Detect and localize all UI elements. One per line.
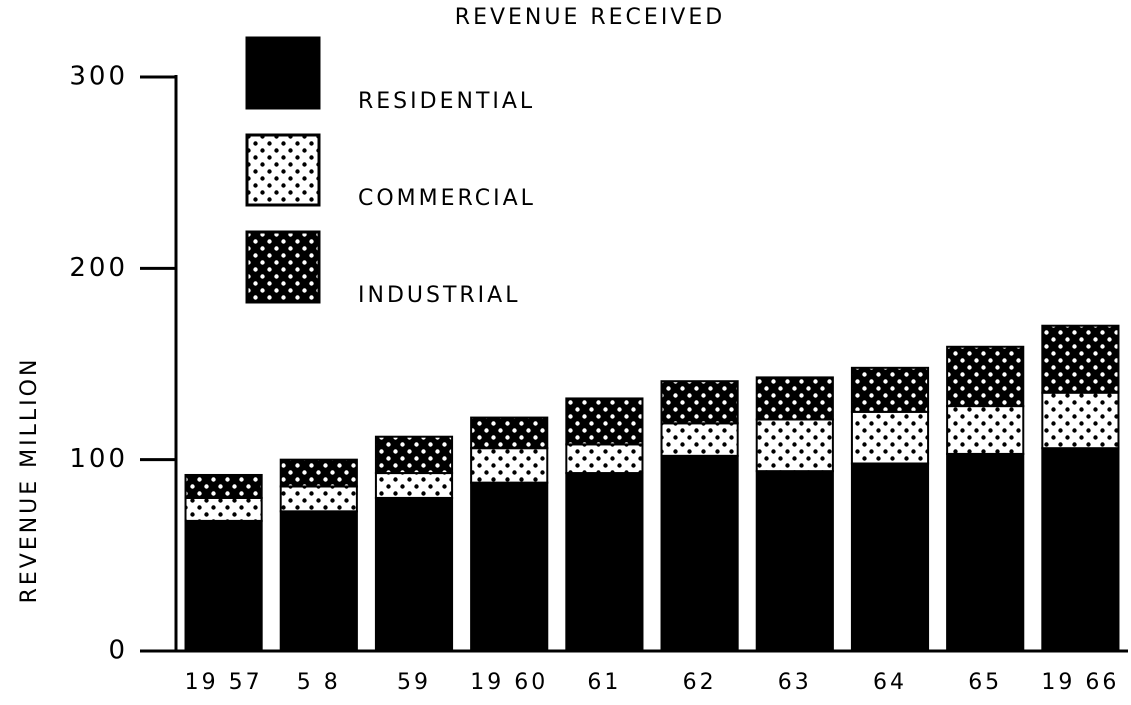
bar-segment [946, 405, 1025, 455]
x-tick-label: 19 66 [1041, 670, 1119, 695]
legend-label: RESIDENTIAL [358, 89, 535, 114]
bar-segment [1041, 447, 1120, 653]
bar-segment [470, 447, 549, 484]
bar-segment [184, 496, 263, 522]
bar-segment [946, 452, 1025, 652]
bar-segment [660, 380, 739, 425]
y-tick-label: 100 [69, 444, 128, 474]
legend-swatch [245, 36, 321, 110]
y-tick-label: 0 [108, 636, 128, 666]
bar-segment [470, 481, 549, 653]
legend-swatch [245, 133, 321, 207]
bar-segment [755, 470, 834, 652]
bar-segment [565, 397, 644, 446]
x-tick-label: 61 [587, 670, 621, 695]
x-tick-label: 19 60 [470, 670, 548, 695]
legend-swatch [245, 230, 321, 304]
bar-segment [279, 510, 358, 652]
bar-segment [374, 472, 454, 499]
bar-segment [850, 366, 930, 413]
bar-segment [279, 458, 358, 488]
bar-segment [184, 473, 263, 499]
x-tick-label: 62 [683, 670, 717, 695]
bar-segment [565, 443, 644, 475]
x-tick-label: 63 [778, 670, 812, 695]
legend-label: INDUSTRIAL [358, 283, 520, 308]
chart-title: REVENUE RECEIVED [455, 5, 725, 30]
y-tick-label: 200 [69, 253, 128, 283]
bar-segment [1041, 391, 1120, 450]
bar-segment [470, 416, 549, 450]
bar-segment [755, 376, 834, 421]
bar-segment [850, 410, 930, 465]
bar-segment [374, 496, 454, 652]
x-tick-label: 5 8 [297, 670, 341, 695]
bar-segment [660, 422, 739, 457]
bar-segment [184, 519, 263, 652]
bar-segment [565, 472, 644, 652]
bar-segment [755, 418, 834, 473]
x-tick-label: 59 [397, 670, 431, 695]
bar-segment [850, 462, 930, 653]
legend-label: COMMERCIAL [358, 186, 536, 211]
bar-segment [660, 454, 739, 652]
bar-segment [374, 435, 454, 475]
bar-segment [279, 485, 358, 513]
bar-segment [946, 345, 1025, 408]
y-tick-label: 300 [69, 62, 128, 92]
x-tick-label: 65 [968, 670, 1002, 695]
bar-segment [1041, 324, 1120, 394]
x-tick-label: 19 57 [185, 670, 263, 695]
y-axis-label: REVENUE MILLION [17, 357, 42, 604]
x-tick-label: 64 [873, 670, 907, 695]
